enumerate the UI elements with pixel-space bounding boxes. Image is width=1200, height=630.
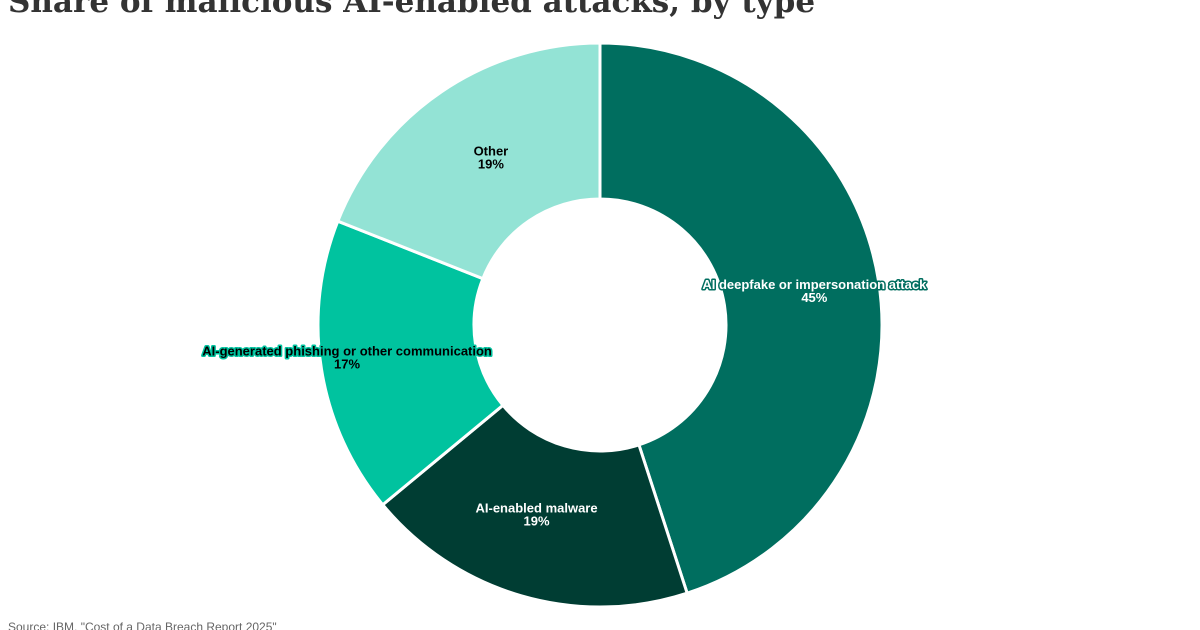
slice-label-ai-generated-phishing-or-other-communication: AI-generated phishing or other communica… [202,343,492,358]
slice-ai-enabled-malware[interactable] [380,403,690,609]
slice-label-ai-enabled-malware: AI-enabled malware [476,501,598,516]
slice-label-ai-deepfake-or-impersonation-attack: AI deepfake or impersonation attack [702,277,927,292]
slice-value-ai-enabled-malware: 19% [524,514,550,529]
slice-label-other: Other [474,143,509,158]
donut-slices [316,41,884,609]
source-note: Source: IBM, "Cost of a Data Breach Repo… [8,620,277,630]
slice-value-ai-deepfake-or-impersonation-attack: 45% [801,290,827,305]
slice-value-other: 19% [478,156,504,171]
slice-ai-generated-phishing-or-other-communication[interactable] [316,219,506,507]
slice-other[interactable] [335,41,602,281]
chart-title: Share of malicious AI-enabled attacks, b… [8,0,816,20]
slice-value-ai-generated-phishing-or-other-communication: 17% [334,356,360,371]
slice-ai-deepfake-or-impersonation-attack[interactable] [598,41,884,596]
